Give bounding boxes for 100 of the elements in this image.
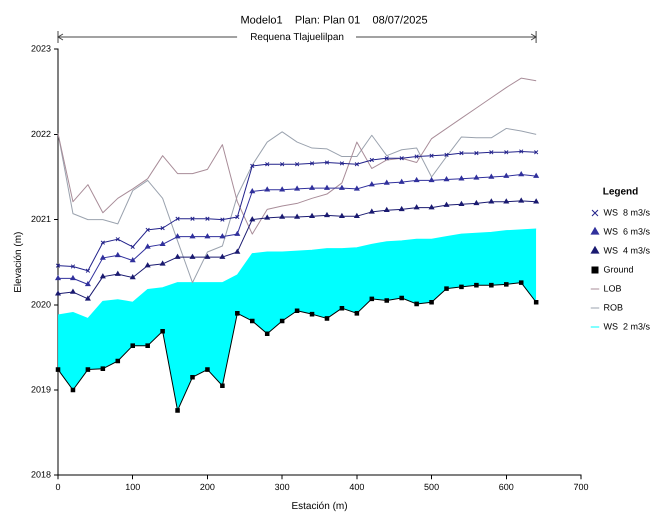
point: [340, 161, 344, 166]
point: [518, 198, 524, 203]
point: [310, 312, 314, 316]
point: [339, 185, 345, 190]
point: [518, 149, 524, 154]
point: [474, 174, 480, 180]
point: [309, 185, 315, 190]
point: [70, 289, 76, 294]
point: [294, 162, 300, 166]
x-tick-label: 600: [498, 482, 514, 492]
point: [85, 296, 91, 301]
point: [504, 150, 509, 155]
point: [370, 158, 374, 162]
point: [279, 214, 285, 219]
x-tick-label: 300: [274, 482, 290, 492]
point: [428, 204, 434, 210]
point: [369, 208, 374, 214]
point: [145, 228, 150, 232]
x-tick-label: 0: [56, 482, 61, 492]
point: [488, 174, 494, 179]
legend-label: ROB: [603, 302, 624, 312]
point: [310, 161, 314, 166]
point: [414, 302, 419, 306]
point: [504, 282, 509, 287]
legend-label: WS 8 m3/s: [603, 207, 650, 218]
point: [130, 343, 135, 348]
point: [145, 343, 150, 348]
point: [250, 188, 255, 194]
point: [414, 154, 419, 159]
point: [100, 240, 106, 245]
point: [160, 328, 165, 334]
legend-title: Legend: [602, 186, 638, 198]
point: [264, 186, 270, 192]
point: [235, 214, 240, 220]
point: [428, 177, 434, 182]
point: [235, 311, 240, 316]
point: [86, 367, 90, 372]
point: [294, 214, 300, 219]
point: [250, 164, 255, 168]
point: [115, 252, 120, 258]
point: [130, 257, 136, 262]
point: [474, 150, 479, 156]
point: [444, 152, 449, 158]
point: [518, 280, 524, 285]
point: [354, 213, 360, 218]
point: [55, 275, 61, 280]
point: [444, 286, 449, 291]
point: [55, 290, 61, 296]
legend-label: LOB: [603, 283, 622, 294]
point: [309, 213, 315, 218]
x-tick-label: 400: [349, 482, 364, 492]
point: [280, 318, 284, 324]
point: [354, 311, 360, 316]
point: [175, 216, 180, 222]
point: [384, 298, 390, 303]
point: [190, 234, 196, 238]
point: [100, 254, 106, 260]
point: [399, 296, 404, 300]
point: [444, 176, 450, 182]
point: [458, 176, 464, 180]
point: [70, 275, 76, 280]
y-tick-label: 2019: [30, 384, 52, 394]
point: [160, 260, 166, 266]
point: [86, 268, 90, 273]
y-tick-label: 2021: [30, 214, 52, 224]
y-tick-label: 2023: [30, 44, 52, 54]
point: [384, 207, 390, 212]
point: [444, 202, 450, 207]
point: [100, 366, 106, 371]
legend-label: WS 6 m3/s: [603, 226, 650, 236]
point: [324, 185, 330, 190]
point: [459, 150, 464, 156]
point: [429, 300, 434, 305]
point: [458, 201, 464, 206]
point: [116, 236, 120, 242]
point: [116, 358, 120, 364]
point: [234, 248, 240, 254]
point: [145, 262, 150, 268]
point: [130, 274, 136, 280]
point: [414, 204, 420, 210]
x-tick-label: 100: [125, 482, 140, 492]
point: [145, 244, 150, 249]
legend-label: WS 4 m3/s: [603, 245, 650, 256]
point: [518, 171, 524, 176]
point: [354, 162, 360, 166]
point: [70, 264, 76, 269]
point: [324, 160, 330, 165]
point: [414, 177, 420, 182]
point: [174, 254, 180, 259]
point: [339, 213, 345, 218]
point: [429, 153, 434, 158]
y-tick-label: 2020: [30, 299, 52, 310]
point: [504, 173, 509, 178]
point: [205, 216, 210, 222]
text: Requena Tlajuelilpan: [250, 32, 344, 43]
point: [370, 296, 374, 302]
point: [384, 156, 390, 161]
point: [204, 254, 210, 259]
y-tick-label: 2018: [30, 470, 52, 480]
point: [130, 244, 135, 250]
